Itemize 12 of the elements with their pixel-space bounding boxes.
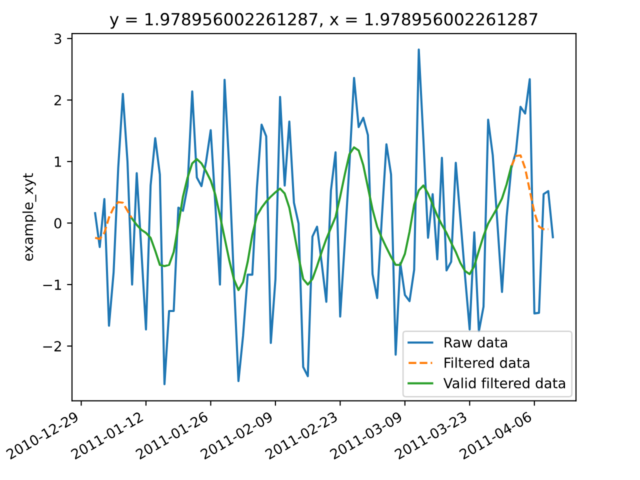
y-tick-label: −2 xyxy=(43,341,61,352)
y-tick-label: 2 xyxy=(54,94,61,106)
y-tick-label: −1 xyxy=(43,280,61,290)
legend-label: Valid filtered data xyxy=(443,378,566,388)
y-tick-label: 0 xyxy=(54,218,62,229)
legend-label: Filtered data xyxy=(444,357,530,368)
legend-label: Raw data xyxy=(444,336,507,348)
y-axis-title: example_xyt xyxy=(22,173,36,261)
y-tick-label: 1 xyxy=(54,156,61,167)
line-series xyxy=(131,146,512,292)
y-tick-label: 3 xyxy=(54,33,62,44)
chart-title: y = 1.978956002261287, x = 1.978956002261287 xyxy=(110,12,538,29)
